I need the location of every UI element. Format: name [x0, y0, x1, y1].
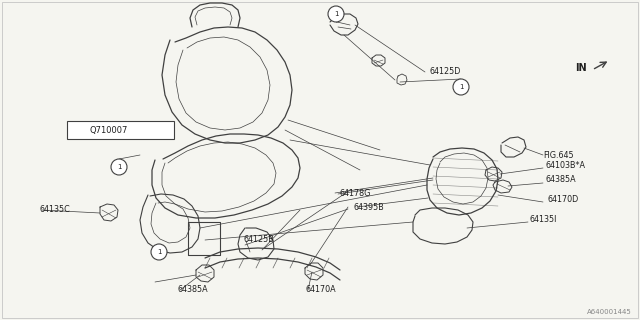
Text: 1: 1	[459, 84, 463, 90]
Text: 64395B: 64395B	[354, 203, 385, 212]
Text: 64170D: 64170D	[548, 196, 579, 204]
Text: 64135I: 64135I	[530, 215, 557, 225]
Text: FIG.645: FIG.645	[543, 150, 573, 159]
Bar	[67, 121, 174, 139]
Text: 64125D: 64125D	[430, 68, 461, 76]
Text: 64385A: 64385A	[178, 285, 209, 294]
Text: Q710007: Q710007	[89, 125, 127, 134]
Text: 1: 1	[157, 249, 161, 255]
Text: 1: 1	[116, 164, 121, 170]
Circle shape	[70, 123, 84, 137]
Text: IN: IN	[575, 63, 587, 73]
Circle shape	[453, 79, 469, 95]
Text: 64103B*A: 64103B*A	[546, 162, 586, 171]
Circle shape	[111, 159, 127, 175]
Circle shape	[151, 244, 167, 260]
Circle shape	[328, 6, 344, 22]
Text: 64135C: 64135C	[40, 205, 71, 214]
Text: A640001445: A640001445	[588, 309, 632, 315]
Text: 64385A: 64385A	[546, 175, 577, 185]
Text: 64178G: 64178G	[340, 188, 371, 197]
Text: 64170A: 64170A	[305, 285, 335, 294]
Text: 1: 1	[75, 127, 79, 132]
Text: 1: 1	[333, 11, 339, 17]
Text: 64125B: 64125B	[243, 236, 274, 244]
